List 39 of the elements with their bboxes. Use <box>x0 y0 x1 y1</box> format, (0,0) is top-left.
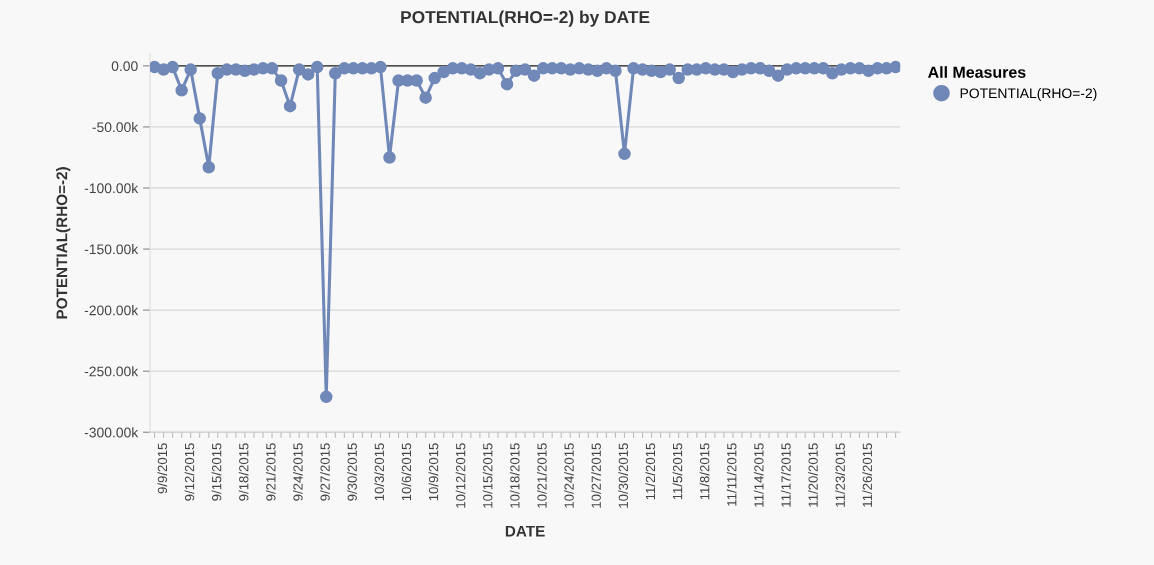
x-tick-label: 9/30/2015 <box>347 443 357 501</box>
x-tick-label: 11/5/2015 <box>672 443 683 500</box>
x-tick-label: 9/27/2015 <box>320 443 330 501</box>
x-tick-label: 9/9/2015 <box>157 443 168 494</box>
x-tick-label: 10/18/2015 <box>509 443 520 508</box>
x-tick-label: 9/15/2015 <box>211 443 222 501</box>
x-tick-label: 11/2/2015 <box>645 443 656 500</box>
y-tick-label: -50.00k <box>92 121 139 133</box>
y-axis-title: POTENTIAL(RHO=-2) <box>56 167 71 319</box>
legend-label: POTENTIAL(RHO=-2) <box>960 88 1097 101</box>
y-tick-label: -100.00k <box>84 182 139 194</box>
y-tick-label: -150.00k <box>84 244 139 255</box>
y-tick-label: -200.00k <box>84 305 139 316</box>
x-axis-title: DATE <box>505 525 545 537</box>
x-tick-label: 10/15/2015 <box>482 443 493 508</box>
x-tick-label: 11/23/2015 <box>835 443 845 507</box>
x-tick-label: 9/18/2015 <box>238 443 249 501</box>
x-tick-label: 9/21/2015 <box>265 443 276 501</box>
x-tick-label: 10/21/2015 <box>536 443 547 508</box>
x-tick-label: 10/9/2015 <box>428 443 439 501</box>
x-tick-label: 10/30/2015 <box>618 443 629 508</box>
x-tick-label: 9/24/2015 <box>292 443 303 501</box>
x-tick-label: 11/8/2015 <box>699 443 710 500</box>
x-tick-label: 9/12/2015 <box>184 443 195 501</box>
x-tick-label: 11/26/2015 <box>862 443 873 507</box>
y-tick-label: -250.00k <box>84 366 139 377</box>
x-tick-label: 11/20/2015 <box>808 443 818 507</box>
x-tick-label: 10/12/2015 <box>455 443 466 508</box>
x-tick-label: 10/24/2015 <box>564 443 574 508</box>
x-tick-label: 10/6/2015 <box>401 443 412 501</box>
y-tick-label: -300.00k <box>84 427 139 438</box>
x-tick-label: 11/17/2015 <box>781 443 791 507</box>
x-tick-label: 11/11/2015 <box>726 443 737 506</box>
legend-title: All Measures <box>928 66 1026 78</box>
chart-title: POTENTIAL(RHO=-2) by DATE <box>401 10 650 27</box>
x-tick-label: 10/27/2015 <box>591 443 601 508</box>
x-tick-label: 11/14/2015 <box>753 443 764 507</box>
y-tick-label: 0.00 <box>111 61 138 72</box>
x-tick-label: 10/3/2015 <box>374 443 385 501</box>
